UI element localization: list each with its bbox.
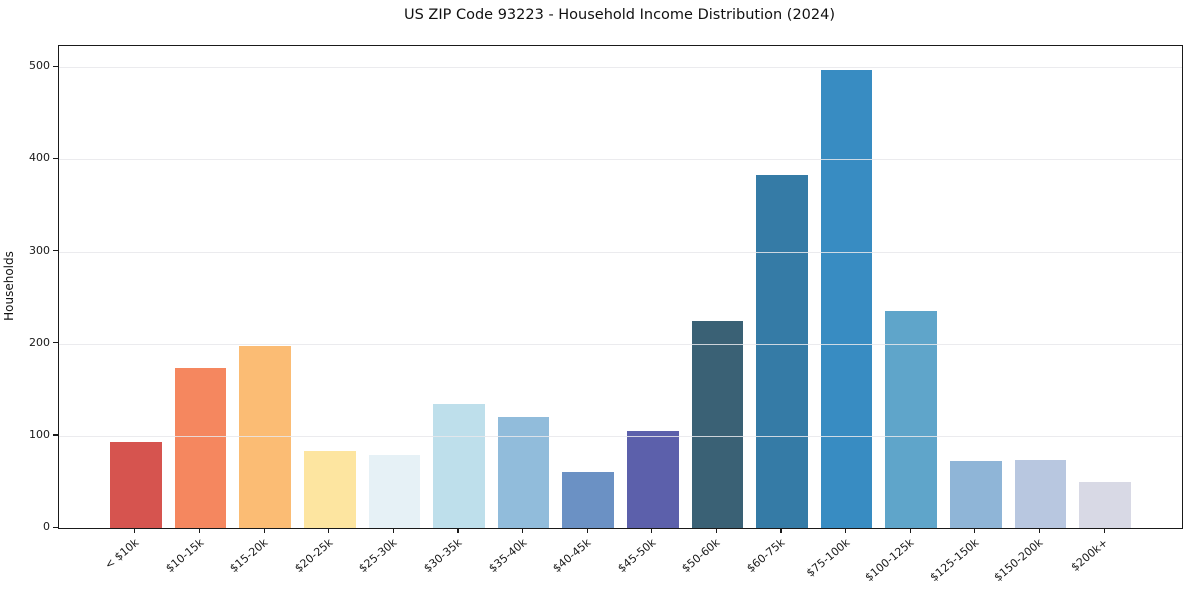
x-tick-mark [198, 528, 201, 533]
bar-$45-50k [626, 431, 679, 528]
x-tick-mark [392, 528, 394, 533]
bar-$125-150k [950, 460, 1002, 528]
gridline-100 [59, 435, 1182, 437]
y-tick-mark [53, 250, 58, 252]
x-tick-mark [845, 528, 847, 533]
bar-$100-125k [885, 310, 938, 528]
bar-$50-60k [691, 320, 744, 528]
gridline-400 [59, 159, 1182, 161]
bar-$60-75k [756, 175, 808, 528]
y-axis-label: Households [2, 251, 16, 321]
y-tick-mark [53, 157, 58, 160]
x-tick-mark [974, 528, 976, 533]
gridline-300 [59, 251, 1182, 253]
x-tick-mark [586, 528, 588, 533]
x-tick-mark [651, 528, 653, 533]
bar-$75-100k [820, 69, 873, 528]
x-tick-mark [521, 528, 524, 533]
plot-area [58, 45, 1183, 529]
y-tick-mark [53, 526, 58, 528]
x-tick-mark [134, 528, 136, 533]
y-tick-mark [53, 342, 58, 344]
y-tick-mark [53, 434, 58, 436]
y-tick-label: 300 [29, 243, 50, 257]
y-tick-label: 0 [43, 520, 50, 533]
x-tick-mark [263, 528, 265, 533]
bar-$30-35k [433, 403, 485, 528]
bar-$10-15k [174, 367, 227, 528]
x-tick-mark [909, 528, 911, 533]
y-tick-label: 500 [29, 59, 50, 73]
bar-< $10k [110, 442, 162, 528]
bar-$25-30k [368, 455, 421, 528]
y-tick-mark [53, 65, 58, 67]
bar-$200k+ [1079, 481, 1131, 528]
y-tick-label: 400 [29, 151, 50, 165]
bar-$35-40k [497, 417, 550, 528]
bar-$20-25k [303, 450, 356, 528]
x-tick-mark [1103, 528, 1105, 533]
gridline-200 [59, 343, 1182, 345]
x-tick-mark [780, 528, 782, 533]
x-tick-mark [1038, 528, 1041, 533]
bar-$150-200k [1014, 459, 1067, 528]
x-tick-mark [328, 528, 330, 533]
bar-$40-45k [562, 471, 615, 528]
gridline-500 [59, 67, 1182, 69]
chart-title: US ZIP Code 93223 - Household Income Dis… [403, 7, 836, 23]
x-tick-mark [457, 528, 459, 533]
x-tick-mark [715, 528, 717, 533]
y-tick-label: 200 [29, 335, 50, 349]
x-tick-label: < $10k [102, 536, 142, 572]
y-tick-label: 100 [29, 427, 50, 441]
